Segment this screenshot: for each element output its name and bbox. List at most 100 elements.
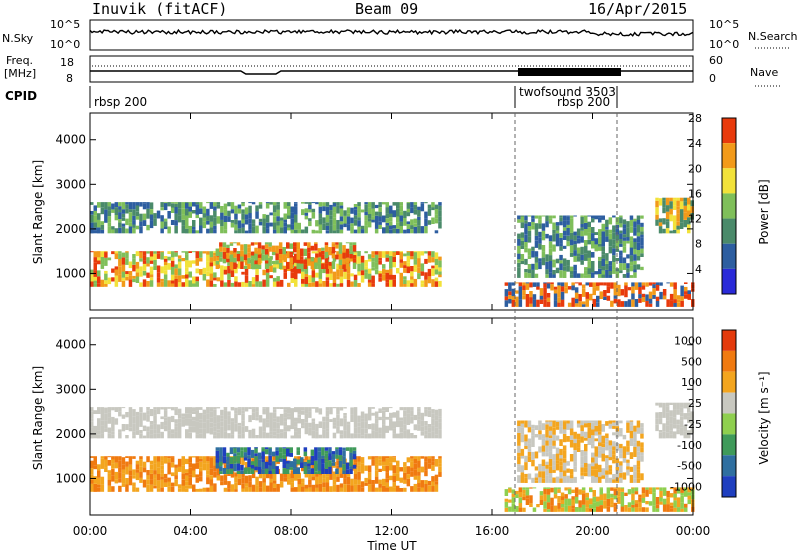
velocity-cell xyxy=(631,487,635,494)
velocity-cell xyxy=(304,431,309,435)
velocity-cell xyxy=(336,426,340,434)
velocity-cell xyxy=(605,465,609,471)
velocity-cell xyxy=(640,442,644,448)
velocity-cell xyxy=(304,419,309,423)
velocity-cell xyxy=(580,464,584,468)
velocity-cell xyxy=(219,471,223,474)
power-cell xyxy=(222,258,227,264)
velocity-cell xyxy=(343,427,347,431)
power-cell xyxy=(317,263,322,269)
velocity-cell xyxy=(587,427,591,435)
velocity-cell xyxy=(581,504,586,512)
velocity-cell xyxy=(290,478,294,483)
power-cell xyxy=(128,226,133,234)
velocity-cell xyxy=(317,447,322,452)
power-cell xyxy=(268,246,272,252)
velocity-cell xyxy=(293,461,297,469)
power-cell xyxy=(615,234,620,241)
power-cell xyxy=(297,268,301,274)
velocity-cell xyxy=(104,456,108,460)
velocity-cell xyxy=(617,487,621,492)
power-cell xyxy=(569,218,574,227)
power-cell xyxy=(403,261,407,266)
power-cell xyxy=(278,262,283,269)
power-cell xyxy=(615,248,620,252)
velocity-cell xyxy=(589,488,593,493)
power-cell xyxy=(536,282,540,287)
power-cell xyxy=(569,215,574,219)
power-cell xyxy=(357,202,361,206)
power-cell xyxy=(272,267,277,273)
velocity-cell xyxy=(237,425,242,429)
power-cell xyxy=(170,203,175,208)
velocity-cell xyxy=(557,503,561,509)
power-cell xyxy=(146,202,150,204)
velocity-cell xyxy=(192,426,196,433)
velocity-cell xyxy=(265,456,270,461)
power-cell xyxy=(608,239,613,247)
x-tick-label: 04:00 xyxy=(173,524,208,538)
velocity-cell xyxy=(311,421,316,426)
power-cell xyxy=(125,274,129,277)
velocity-cell xyxy=(420,480,425,488)
power-cell xyxy=(525,282,530,284)
power-cell xyxy=(350,207,354,214)
power-cell xyxy=(413,278,418,287)
velocity-cell xyxy=(314,471,318,474)
power-cell xyxy=(328,265,332,269)
velocity-cell xyxy=(658,412,663,419)
velocity-cell xyxy=(634,507,639,512)
velocity-cell xyxy=(424,461,428,466)
velocity-cell xyxy=(427,458,432,464)
power-cell xyxy=(104,202,108,204)
power-cell xyxy=(605,253,609,261)
power-cell xyxy=(153,253,157,260)
velocity-cell xyxy=(220,431,224,439)
velocity-cell xyxy=(209,468,214,476)
velocity-cell xyxy=(240,464,244,471)
power-cell xyxy=(300,259,304,264)
power-cell xyxy=(417,216,421,220)
velocity-cell xyxy=(132,435,136,439)
power-cell xyxy=(241,209,245,214)
power-cell xyxy=(548,248,553,256)
power-cell xyxy=(357,226,361,234)
velocity-cell xyxy=(690,425,694,434)
power-cell xyxy=(332,276,337,283)
velocity-cell xyxy=(322,416,326,422)
power-cell xyxy=(357,206,361,213)
power-cell xyxy=(662,197,666,201)
velocity-cell xyxy=(149,473,154,480)
velocity-cell xyxy=(213,461,217,466)
power-cell xyxy=(594,244,598,252)
power-cell xyxy=(672,206,677,210)
velocity-cell xyxy=(223,410,228,415)
power-cell xyxy=(289,254,293,258)
velocity-cell xyxy=(107,407,112,413)
power-cell xyxy=(297,222,301,230)
power-cell xyxy=(149,260,154,264)
velocity-cell xyxy=(248,475,252,481)
velocity-cell xyxy=(562,470,567,477)
power-cell xyxy=(612,244,616,249)
power-cell xyxy=(364,269,368,273)
power-cell xyxy=(339,269,344,277)
power-cell xyxy=(278,258,283,263)
velocity-cell xyxy=(420,431,425,436)
power-cell xyxy=(244,214,249,220)
velocity-cell xyxy=(132,475,136,479)
power-cell xyxy=(567,302,572,307)
power-cell xyxy=(410,251,414,257)
velocity-cell xyxy=(687,487,691,493)
power-cell xyxy=(163,202,168,204)
power-cell xyxy=(167,263,171,270)
velocity-cell xyxy=(417,456,421,461)
power-cell xyxy=(118,251,122,254)
velocity-cell xyxy=(364,433,368,439)
velocity-cell xyxy=(434,427,439,435)
velocity-cell xyxy=(585,500,589,508)
velocity-cell xyxy=(399,407,403,411)
velocity-cell xyxy=(562,420,567,422)
velocity-cell xyxy=(222,447,227,449)
power-cell xyxy=(584,246,588,254)
